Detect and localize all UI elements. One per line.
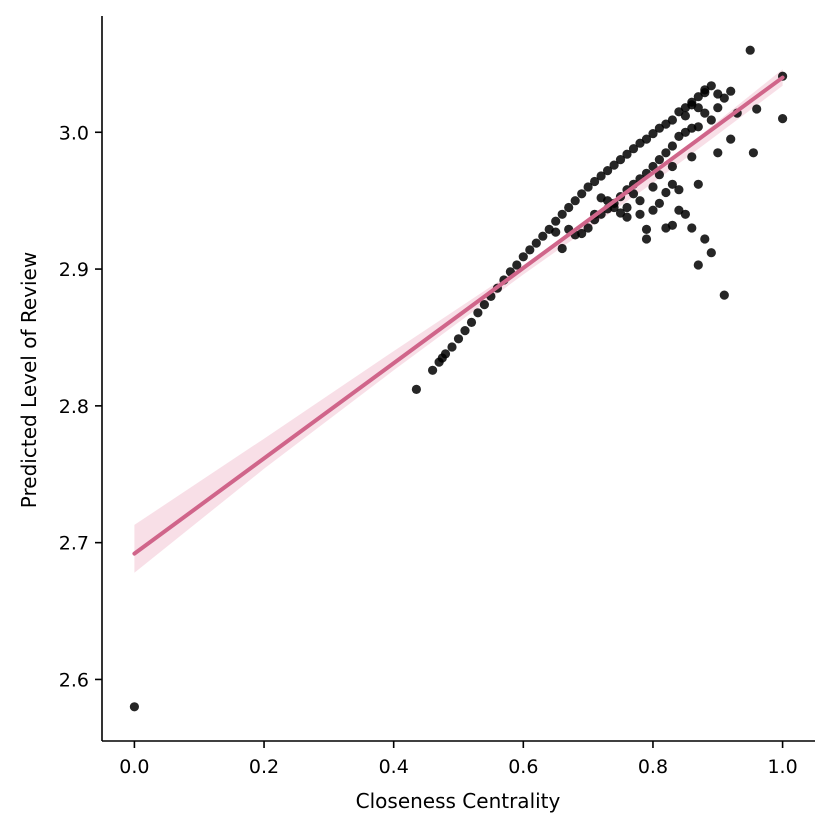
data-point — [778, 114, 788, 124]
data-point — [726, 86, 736, 96]
data-point — [719, 290, 729, 300]
data-point — [525, 245, 535, 255]
regression-line — [132, 75, 785, 556]
data-point — [512, 260, 522, 270]
confidence-band — [134, 69, 783, 573]
data-point — [719, 93, 729, 103]
data-point — [583, 223, 593, 233]
data-point — [538, 231, 548, 241]
data-point — [648, 129, 658, 139]
data-point — [628, 144, 639, 154]
x-tick-label: 0.6 — [508, 756, 538, 778]
data-point — [713, 103, 723, 113]
data-point — [570, 196, 580, 206]
y-tick-label: 3.0 — [59, 122, 89, 144]
data-point — [551, 216, 561, 226]
data-point — [447, 342, 457, 352]
data-point — [706, 115, 716, 125]
confidence-band-layer — [134, 69, 783, 573]
y-tick-label: 2.9 — [59, 259, 89, 281]
x-tick-label: 0.0 — [119, 756, 149, 778]
data-point — [693, 103, 703, 113]
y-tick-label: 2.8 — [59, 396, 89, 418]
data-point — [700, 234, 710, 244]
data-point — [661, 223, 671, 233]
data-point — [713, 148, 723, 158]
data-point — [687, 223, 697, 233]
data-point — [745, 45, 755, 55]
data-point — [622, 149, 632, 159]
data-point — [654, 198, 665, 208]
x-tick-label: 0.8 — [638, 756, 668, 778]
data-point — [479, 300, 489, 310]
data-point — [667, 141, 678, 151]
data-point — [473, 308, 483, 318]
data-point — [590, 176, 600, 187]
data-point — [583, 182, 593, 192]
data-point — [518, 252, 528, 262]
x-tick-label: 0.4 — [379, 756, 409, 778]
y-axis-label: Predicted Level of Review — [17, 252, 41, 508]
y-tick-label: 2.6 — [59, 669, 89, 691]
data-point — [674, 185, 684, 195]
data-point — [460, 326, 470, 336]
data-point — [440, 349, 451, 359]
data-point — [748, 148, 759, 158]
data-point — [428, 365, 438, 375]
axes — [101, 16, 815, 742]
data-point — [680, 111, 691, 121]
regression-line-layer — [132, 75, 785, 556]
data-point — [641, 134, 652, 144]
data-point — [661, 187, 671, 198]
data-point — [453, 334, 464, 344]
x-tick-label: 1.0 — [767, 756, 797, 778]
data-point — [641, 234, 652, 244]
data-point — [129, 702, 139, 712]
data-point — [641, 224, 652, 234]
data-point — [661, 148, 671, 158]
data-point — [648, 182, 658, 192]
data-point — [752, 104, 762, 114]
data-point — [557, 209, 567, 219]
data-point — [615, 208, 626, 218]
data-point — [693, 260, 703, 270]
data-point — [635, 196, 645, 206]
tick-marks: 0.0 0.2 0.4 0.6 0.8 1.0 2.6 2.7 2.8 2.9 3.0 — [59, 122, 798, 778]
data-point — [466, 317, 477, 327]
data-point — [577, 189, 587, 199]
data-point — [674, 131, 684, 141]
data-point — [654, 170, 665, 180]
data-point — [687, 152, 697, 162]
data-point — [557, 243, 567, 254]
data-point — [674, 205, 684, 215]
data-point — [411, 384, 421, 394]
data-point — [654, 155, 665, 165]
data-point — [622, 202, 632, 213]
data-point — [596, 171, 606, 181]
data-point — [693, 179, 703, 189]
data-point — [531, 238, 541, 248]
data-point — [603, 166, 613, 176]
x-axis-label: Closeness Centrality — [356, 789, 561, 813]
y-tick-label: 2.7 — [59, 533, 89, 555]
data-point — [635, 209, 645, 219]
data-point — [609, 160, 619, 170]
data-point — [615, 155, 626, 165]
x-tick-label: 0.2 — [249, 756, 279, 778]
data-point — [726, 134, 736, 144]
data-point — [551, 227, 561, 237]
data-point — [700, 85, 710, 95]
data-point — [648, 205, 658, 215]
data-point — [667, 115, 678, 125]
data-point — [596, 193, 606, 203]
data-point — [564, 202, 574, 213]
data-point — [700, 108, 710, 118]
data-point — [706, 248, 716, 258]
data-point — [667, 179, 678, 189]
data-point — [667, 161, 678, 172]
